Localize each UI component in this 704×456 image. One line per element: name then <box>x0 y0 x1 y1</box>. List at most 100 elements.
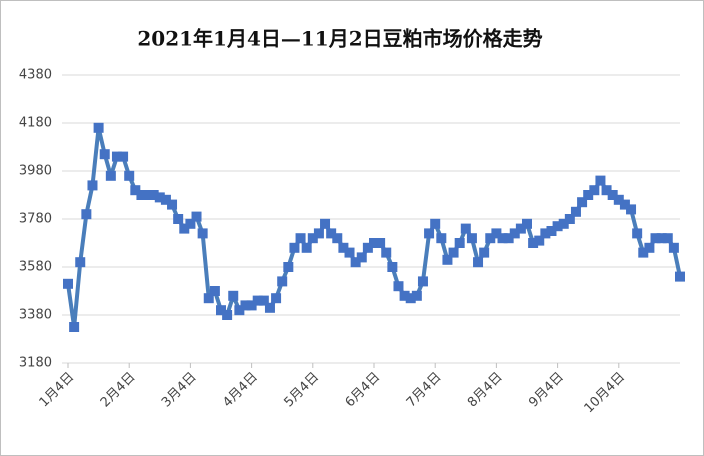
data-point <box>111 151 122 162</box>
y-tick-label: 4180 <box>19 116 52 131</box>
data-point <box>387 262 398 272</box>
data-point <box>87 180 98 191</box>
data-point <box>246 300 257 311</box>
data-point <box>105 170 116 181</box>
data-point <box>638 247 649 258</box>
data-point <box>607 190 618 200</box>
data-point <box>417 276 428 287</box>
data-point <box>258 295 269 306</box>
data-point <box>118 151 129 162</box>
data-point <box>479 247 490 258</box>
data-point <box>216 305 226 316</box>
data-point <box>411 290 422 301</box>
data-point <box>130 185 141 196</box>
data-point <box>173 214 184 224</box>
y-tick-label: 3380 <box>19 308 52 323</box>
data-point <box>313 228 324 239</box>
data-point <box>160 194 171 205</box>
data-point <box>644 242 655 253</box>
data-point <box>546 226 557 236</box>
data-point <box>320 218 331 229</box>
data-point <box>222 310 233 320</box>
data-point <box>185 218 196 229</box>
data-point <box>369 238 379 248</box>
data-point <box>399 290 410 301</box>
data-point <box>668 242 679 253</box>
chart-title: 2021年1月4日—11月2日豆粕市场价格走势 <box>137 27 542 51</box>
data-point <box>93 122 104 133</box>
data-point <box>430 218 441 229</box>
data-point <box>632 228 643 239</box>
data-point <box>142 190 153 200</box>
data-point <box>619 199 630 210</box>
data-point <box>99 149 110 160</box>
data-point <box>534 235 545 246</box>
data-point <box>356 252 367 263</box>
data-point <box>326 228 337 239</box>
data-point <box>393 281 404 292</box>
data-point <box>381 247 392 258</box>
data-point <box>69 322 80 332</box>
data-point <box>448 247 459 258</box>
data-point <box>124 170 135 181</box>
data-point <box>301 242 312 253</box>
data-point <box>148 190 159 200</box>
data-point <box>167 199 178 210</box>
data-point <box>75 257 86 268</box>
data-point <box>405 293 416 304</box>
data-point <box>595 175 606 186</box>
data-point <box>338 242 349 253</box>
data-point <box>515 223 526 234</box>
data-point <box>522 218 532 229</box>
data-point <box>203 293 214 304</box>
data-point <box>442 254 453 265</box>
data-point <box>252 295 263 306</box>
data-point <box>577 197 588 208</box>
data-point <box>375 238 386 248</box>
data-point <box>460 223 471 234</box>
data-point <box>136 190 147 200</box>
y-tick-label: 3780 <box>19 212 52 227</box>
data-point <box>283 262 294 272</box>
data-point <box>552 221 563 232</box>
data-point <box>656 233 667 244</box>
y-tick-label: 3180 <box>19 356 52 371</box>
data-point <box>564 214 575 224</box>
data-point <box>277 276 288 287</box>
data-point <box>436 233 447 244</box>
data-point <box>528 238 539 248</box>
data-point <box>662 233 673 244</box>
data-point <box>503 233 514 244</box>
data-point <box>626 204 637 215</box>
data-point <box>675 271 685 282</box>
data-point <box>540 228 551 239</box>
data-point <box>289 242 300 253</box>
data-point <box>264 302 275 313</box>
data-point <box>240 300 251 311</box>
data-point <box>350 257 361 268</box>
y-tick-label: 3580 <box>19 260 52 275</box>
data-point <box>570 206 581 217</box>
data-point <box>191 211 202 222</box>
data-point <box>589 185 600 196</box>
data-point <box>601 185 612 196</box>
data-point <box>295 233 306 244</box>
data-point <box>509 228 520 239</box>
data-point <box>179 223 190 234</box>
data-point <box>332 233 343 244</box>
data-point <box>344 247 355 258</box>
y-tick-label: 3980 <box>19 164 52 179</box>
data-point <box>197 228 208 239</box>
data-point <box>81 209 92 220</box>
data-point <box>454 238 465 248</box>
data-point <box>209 286 220 296</box>
data-point <box>63 278 73 289</box>
data-point <box>613 194 624 205</box>
data-point <box>473 257 484 268</box>
data-point <box>558 218 569 229</box>
data-point <box>154 192 165 203</box>
data-point <box>271 293 282 304</box>
